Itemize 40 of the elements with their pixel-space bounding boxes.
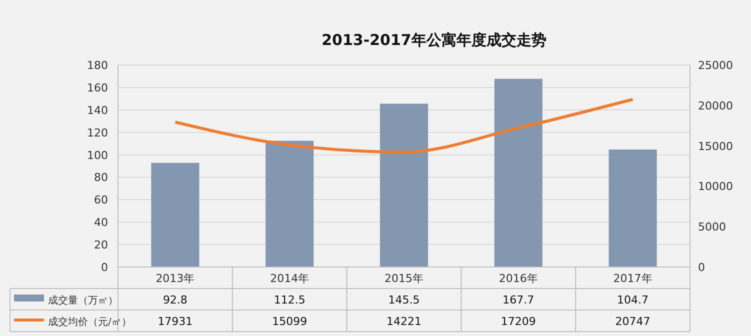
line-series: [174, 98, 634, 154]
y-tick-label: 180: [87, 59, 108, 72]
legend-label: 成交量（万㎡）: [48, 294, 118, 306]
y2-tick-label: 10000: [698, 180, 733, 194]
data-label: 112.5: [274, 294, 306, 306]
y-tick-label: 60: [94, 194, 108, 207]
x-tick-label: 2013年: [156, 272, 195, 285]
y-tick-label: 40: [94, 216, 108, 230]
y2-tick-label: 20000: [698, 99, 733, 112]
x-tick-label: 2016年: [498, 272, 538, 285]
x-tick-label: 2014年: [270, 272, 310, 285]
y-tick-label: 0: [101, 261, 108, 274]
data-label: 15099: [272, 315, 308, 328]
y-tick-label: 80: [94, 171, 108, 184]
y-tick-label: 160: [87, 81, 108, 94]
data-label: 17209: [500, 315, 536, 328]
data-label: 92.8: [162, 294, 188, 306]
legend-label: 成交均价（元/㎡）: [48, 316, 132, 328]
x-tick-label: 2015年: [384, 272, 424, 285]
data-label: 145.5: [388, 294, 420, 306]
y-tick-label: 20: [94, 238, 108, 252]
bar: [266, 140, 314, 267]
bar: [608, 150, 657, 267]
y-tick-label: 120: [87, 126, 108, 140]
y2-tick-label: 25000: [698, 59, 733, 72]
y-tick-label: 140: [87, 104, 108, 117]
y2-tick-label: 5000: [698, 220, 726, 234]
y-tick-label: 100: [87, 148, 108, 162]
data-label: 20747: [615, 315, 650, 328]
data-label: 17931: [158, 315, 193, 328]
bar: [380, 104, 428, 267]
data-label: 14221: [386, 315, 422, 328]
bar: [494, 78, 542, 267]
chart-title: 2013-2017年公寓年度成交走势: [322, 31, 546, 49]
y2-tick-label: 0: [698, 261, 705, 274]
data-label: 104.7: [617, 294, 649, 306]
x-tick-label: 2017年: [613, 272, 652, 285]
data-label: 167.7: [502, 294, 534, 306]
y2-tick-label: 15000: [698, 140, 733, 153]
bar: [151, 162, 200, 267]
